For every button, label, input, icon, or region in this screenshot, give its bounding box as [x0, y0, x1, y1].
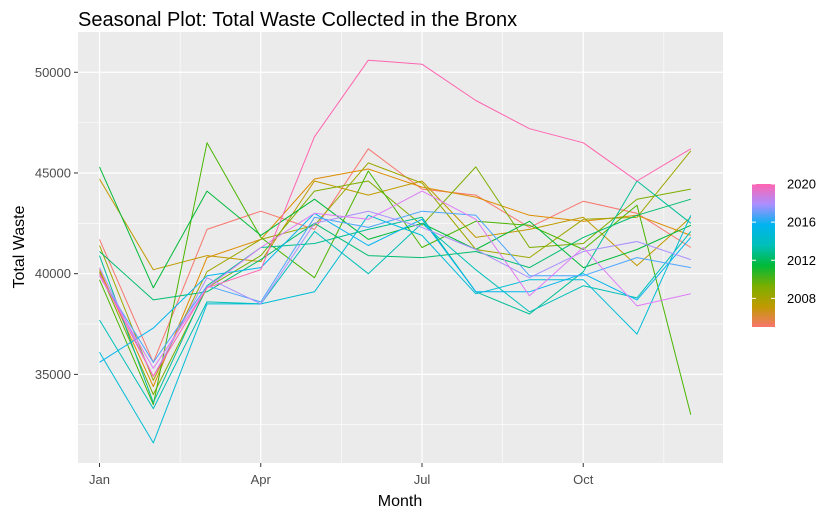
x-axis: Jan Apr Jul Oct	[89, 463, 594, 487]
series-line-2014	[99, 222, 692, 410]
y-tick-label: 40000	[35, 266, 71, 281]
series-line-2019	[99, 190, 691, 369]
series-line-2018	[99, 210, 691, 377]
series-line-2010	[99, 142, 692, 415]
legend-label: 2020	[787, 177, 816, 192]
x-tick-label: Oct	[573, 472, 594, 487]
legend-label: 2016	[787, 215, 816, 230]
x-tick-label: Apr	[251, 472, 272, 487]
series-line-2007	[99, 178, 692, 271]
series-line-2020	[99, 59, 692, 377]
y-tick-label: 50000	[35, 65, 71, 80]
series-layer	[99, 59, 692, 444]
x-axis-title: Month	[378, 493, 422, 510]
series-line-2005	[99, 148, 692, 363]
legend: 2008 2012 2016 2020	[752, 177, 816, 327]
legend-label: 2012	[787, 253, 816, 268]
legend-label: 2008	[787, 291, 816, 306]
series-line-2015	[99, 214, 692, 444]
chart-title: Seasonal Plot: Total Waste Collected in …	[78, 9, 517, 31]
series-line-2016	[99, 212, 692, 363]
legend-colorbar	[752, 184, 775, 327]
series-line-2006	[99, 168, 691, 387]
grid-major	[78, 32, 723, 463]
x-tick-label: Jan	[89, 472, 110, 487]
series-line-2011	[99, 166, 692, 289]
x-tick-label: Jul	[414, 472, 431, 487]
plot-panel	[78, 32, 723, 463]
y-axis-title: Total Waste	[11, 205, 28, 288]
y-axis: 35000 40000 45000 50000	[35, 65, 78, 382]
y-tick-label: 35000	[35, 367, 71, 382]
series-line-2008	[99, 150, 692, 381]
y-tick-label: 45000	[35, 165, 71, 180]
legend-ticks: 2008 2012 2016 2020	[752, 177, 816, 306]
